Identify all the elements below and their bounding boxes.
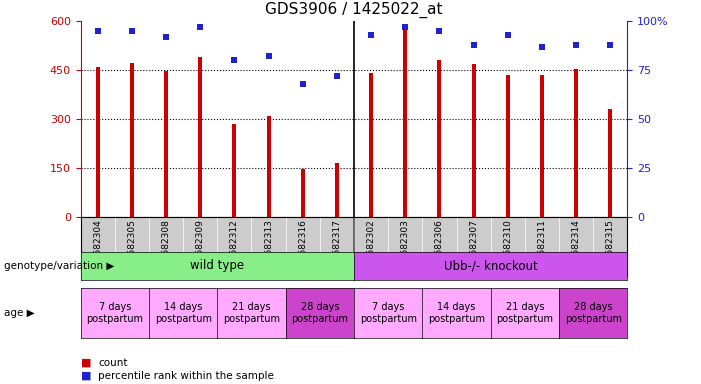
Point: [605, 41, 616, 48]
Bar: [164, 71, 168, 217]
Bar: [574, 69, 578, 217]
Bar: [505, 75, 510, 217]
Bar: [232, 124, 236, 217]
Bar: [335, 163, 339, 217]
Point: [195, 24, 206, 30]
Bar: [369, 73, 373, 217]
Text: 21 days
postpartum: 21 days postpartum: [223, 302, 280, 324]
Bar: [301, 169, 305, 217]
Text: 21 days
postpartum: 21 days postpartum: [496, 302, 553, 324]
Text: GSM682305: GSM682305: [128, 219, 137, 274]
Point: [571, 41, 582, 48]
Text: 28 days
postpartum: 28 days postpartum: [565, 302, 622, 324]
Text: GSM682308: GSM682308: [161, 219, 170, 274]
Point: [126, 28, 137, 34]
Bar: [540, 75, 544, 217]
Bar: [403, 26, 407, 217]
Text: GSM682309: GSM682309: [196, 219, 205, 274]
Text: GSM682310: GSM682310: [503, 219, 512, 274]
Title: GDS3906 / 1425022_at: GDS3906 / 1425022_at: [265, 2, 443, 18]
Text: GSM682316: GSM682316: [298, 219, 307, 274]
Text: GSM682317: GSM682317: [332, 219, 341, 274]
Text: genotype/variation ▶: genotype/variation ▶: [4, 261, 114, 271]
Bar: [95, 67, 100, 217]
Bar: [437, 60, 442, 217]
Text: 28 days
postpartum: 28 days postpartum: [292, 302, 348, 324]
Text: GSM682311: GSM682311: [538, 219, 547, 274]
Bar: [608, 109, 613, 217]
Text: age ▶: age ▶: [4, 308, 34, 318]
Text: GSM682306: GSM682306: [435, 219, 444, 274]
Text: GSM682303: GSM682303: [401, 219, 410, 274]
Point: [263, 53, 274, 60]
Text: Ubb-/- knockout: Ubb-/- knockout: [444, 260, 538, 272]
Text: 14 days
postpartum: 14 days postpartum: [155, 302, 212, 324]
Point: [229, 57, 240, 63]
Text: GSM682315: GSM682315: [606, 219, 615, 274]
Text: 14 days
postpartum: 14 days postpartum: [428, 302, 485, 324]
Point: [365, 32, 376, 38]
Text: GSM682312: GSM682312: [230, 219, 239, 274]
Text: GSM682307: GSM682307: [469, 219, 478, 274]
Text: 7 days
postpartum: 7 days postpartum: [86, 302, 143, 324]
Bar: [266, 116, 271, 217]
Text: percentile rank within the sample: percentile rank within the sample: [98, 371, 274, 381]
Point: [161, 34, 172, 40]
Text: GSM682314: GSM682314: [571, 219, 580, 274]
Point: [468, 41, 479, 48]
Bar: [472, 64, 476, 217]
Bar: [198, 57, 203, 217]
Bar: [130, 63, 134, 217]
Point: [502, 32, 513, 38]
Text: GSM682302: GSM682302: [367, 219, 376, 274]
Text: GSM682313: GSM682313: [264, 219, 273, 274]
Point: [92, 28, 103, 34]
Point: [297, 81, 308, 87]
Point: [332, 73, 343, 79]
Point: [400, 24, 411, 30]
Point: [536, 43, 547, 50]
Text: wild type: wild type: [190, 260, 245, 272]
Text: 7 days
postpartum: 7 days postpartum: [360, 302, 416, 324]
Text: count: count: [98, 358, 128, 368]
Point: [434, 28, 445, 34]
Text: ■: ■: [81, 371, 91, 381]
Text: GSM682304: GSM682304: [93, 219, 102, 274]
Text: ■: ■: [81, 358, 91, 368]
